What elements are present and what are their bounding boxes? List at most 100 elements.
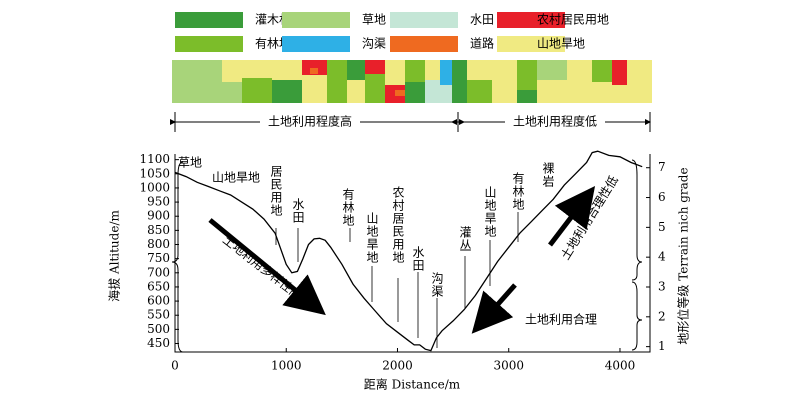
- x-tick-label: 0: [171, 359, 179, 373]
- annotation: 山地旱地: [365, 212, 379, 264]
- strip-cell: [302, 75, 327, 103]
- legend-label: 水田: [470, 13, 494, 27]
- y-tick-label: 950: [147, 195, 170, 209]
- strip-cell: [242, 60, 272, 78]
- strip-cell: [517, 90, 537, 103]
- y2-axis-title: 地形位等级 Terrain nich grade: [676, 167, 691, 344]
- annotation: 灌丛: [458, 226, 472, 252]
- intensity-label: 土地利用程度低: [513, 114, 597, 129]
- label-bg: [260, 114, 360, 130]
- strip-cell: [272, 80, 302, 103]
- annotation: 有林地: [511, 172, 525, 211]
- strip-cell: [425, 80, 440, 103]
- y-tick-label: 500: [147, 322, 170, 336]
- annotation: 土地利用合理性低: [557, 173, 621, 262]
- axes-frame: [174, 154, 651, 353]
- y2-tick-label: 6: [658, 190, 666, 204]
- braces: [171, 159, 643, 353]
- strip-cell: [467, 60, 492, 80]
- strip-cell: [327, 60, 347, 103]
- y2-tick-label: 5: [658, 220, 666, 234]
- x-tick-label: 3000: [493, 359, 524, 373]
- annotation: 水田: [291, 198, 305, 224]
- y-tick-label: 1050: [139, 166, 170, 180]
- profile-line: [174, 150, 643, 352]
- annotation: 草地: [178, 156, 202, 170]
- strip-cell: [592, 60, 612, 82]
- y-axis-title: 海拔 Altitude/m: [107, 210, 122, 302]
- legend-label: 沟渠: [362, 37, 386, 51]
- strip-cell: [492, 60, 517, 103]
- x-axis-title: 距离 Distance/m: [364, 377, 461, 392]
- x-tick-label: 4000: [605, 359, 636, 373]
- y2-tick-label: 3: [658, 279, 666, 293]
- y2-tick-label: 4: [658, 250, 666, 264]
- strip-cell: [567, 60, 592, 103]
- strip-cell: [612, 60, 627, 85]
- x-tick-label: 2000: [382, 359, 413, 373]
- intensity-label: 土地利用程度高: [268, 114, 352, 129]
- label-bg: [505, 114, 605, 130]
- strip-cell: [365, 74, 385, 103]
- y-tick-label: 750: [147, 251, 170, 265]
- legend-label: 草地: [362, 13, 386, 27]
- legend-label: 农村居民用地: [537, 13, 609, 27]
- legend-swatch: [497, 12, 565, 28]
- strip-cell: [452, 60, 467, 103]
- annotation: 山地旱地: [212, 171, 260, 185]
- legend-label: 道路: [470, 36, 494, 51]
- y-tick-label: 1100: [139, 152, 170, 166]
- strip-cell: [537, 60, 567, 80]
- y2-tick-label: 1: [658, 339, 666, 353]
- y-tick-label: 1000: [139, 180, 170, 194]
- legend-swatch: [390, 36, 458, 52]
- strip-cell: [405, 60, 425, 82]
- y2-tick-label: 2: [658, 309, 666, 323]
- annotation: 有林地: [341, 188, 355, 227]
- y-tick-label: 700: [147, 265, 170, 279]
- y-tick-label: 800: [147, 237, 170, 251]
- strip-cell: [172, 60, 222, 103]
- y-tick-label: 900: [147, 209, 170, 223]
- strip: [172, 60, 652, 103]
- strip-cell: [222, 82, 242, 103]
- strip-cell: [395, 90, 405, 96]
- strip-cell: [365, 60, 385, 74]
- strip-cell: [347, 60, 365, 80]
- y-tick-label: 850: [147, 223, 170, 237]
- annotation: 山地旱地: [483, 186, 497, 238]
- strip-cell: [517, 60, 537, 90]
- strip-cell: [467, 80, 492, 103]
- annotation: 居民用地: [269, 165, 283, 217]
- annotation: 土地利用多样性高: [220, 232, 305, 303]
- y2-tick-label: 7: [658, 160, 666, 174]
- strip-cell: [405, 82, 425, 103]
- strip-cell: [537, 80, 567, 103]
- strip-cell: [272, 60, 302, 80]
- y-tick-label: 600: [147, 294, 170, 308]
- annotation: 农村居民用地: [391, 186, 405, 264]
- y-tick-label: 450: [147, 336, 170, 350]
- strip-cell: [425, 60, 440, 80]
- legend-label: 山地旱地: [537, 37, 585, 51]
- x-tick-label: 1000: [271, 359, 302, 373]
- annotation: 土地利用合理: [525, 312, 597, 327]
- legend-swatch: [282, 36, 350, 52]
- annotation: 沟渠: [430, 272, 444, 298]
- legend-swatch: [175, 12, 243, 28]
- legend-swatch: [282, 12, 350, 28]
- strip-cell: [627, 60, 652, 103]
- strip-cell: [385, 60, 405, 85]
- legend-swatch: [497, 36, 565, 52]
- legend-swatch: [175, 36, 243, 52]
- strip-cell: [222, 60, 242, 82]
- strip-cell: [347, 80, 365, 103]
- y-tick-label: 550: [147, 308, 170, 322]
- legend-swatch: [390, 12, 458, 28]
- annotation: 水田: [411, 246, 425, 272]
- strip-cell: [310, 68, 318, 74]
- strip-cell: [242, 78, 272, 103]
- strip-cell: [612, 85, 627, 103]
- strip-cell: [440, 85, 452, 103]
